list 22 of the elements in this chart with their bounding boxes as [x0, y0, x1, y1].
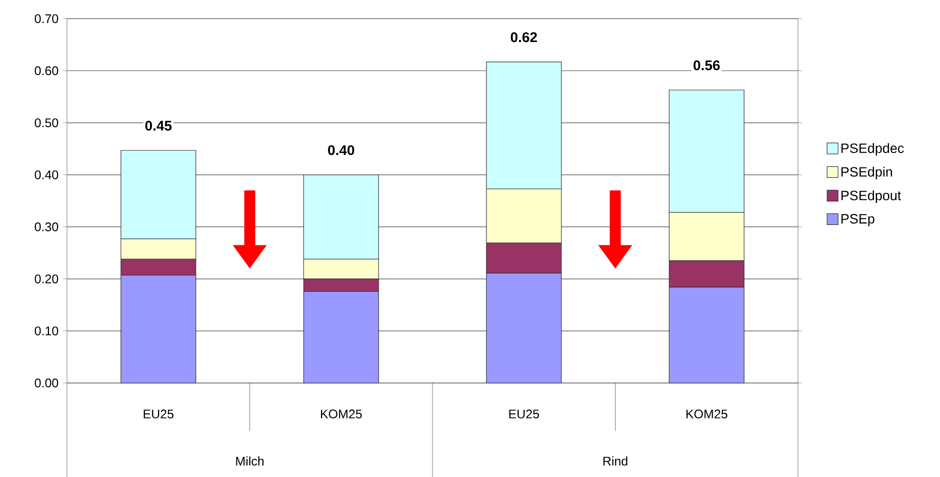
legend-label: PSEdpdec [841, 143, 904, 156]
x-tick-label: KOM25 [320, 410, 362, 418]
total-label: 0.62 [510, 32, 537, 42]
x-tick-label: EU25 [144, 410, 174, 418]
y-tick-label: 0.40 [34, 170, 58, 180]
x-tick-label: KOM25 [686, 410, 728, 418]
legend-label: PSEdpout [841, 190, 902, 203]
y-tick-label: 0.00 [34, 378, 58, 388]
legend-label: PSEdpin [841, 166, 892, 180]
text: Rind [603, 456, 628, 466]
y-tick-label: 0.30 [34, 222, 58, 232]
y-tick-label: 0.70 [34, 14, 58, 24]
y-tick-label: 0.20 [34, 274, 58, 284]
y-tick-label: 0.60 [34, 66, 58, 76]
y-tick-label: 0.50 [34, 118, 58, 128]
text: Milch [236, 456, 264, 466]
y-tick-label: 0.10 [34, 326, 58, 336]
legend-label: PSEp [841, 214, 874, 226]
x-tick-label: EU25 [509, 410, 539, 418]
total-label: 0.45 [145, 120, 172, 131]
total-label: 0.56 [694, 60, 720, 70]
total-label: 0.40 [328, 145, 354, 156]
